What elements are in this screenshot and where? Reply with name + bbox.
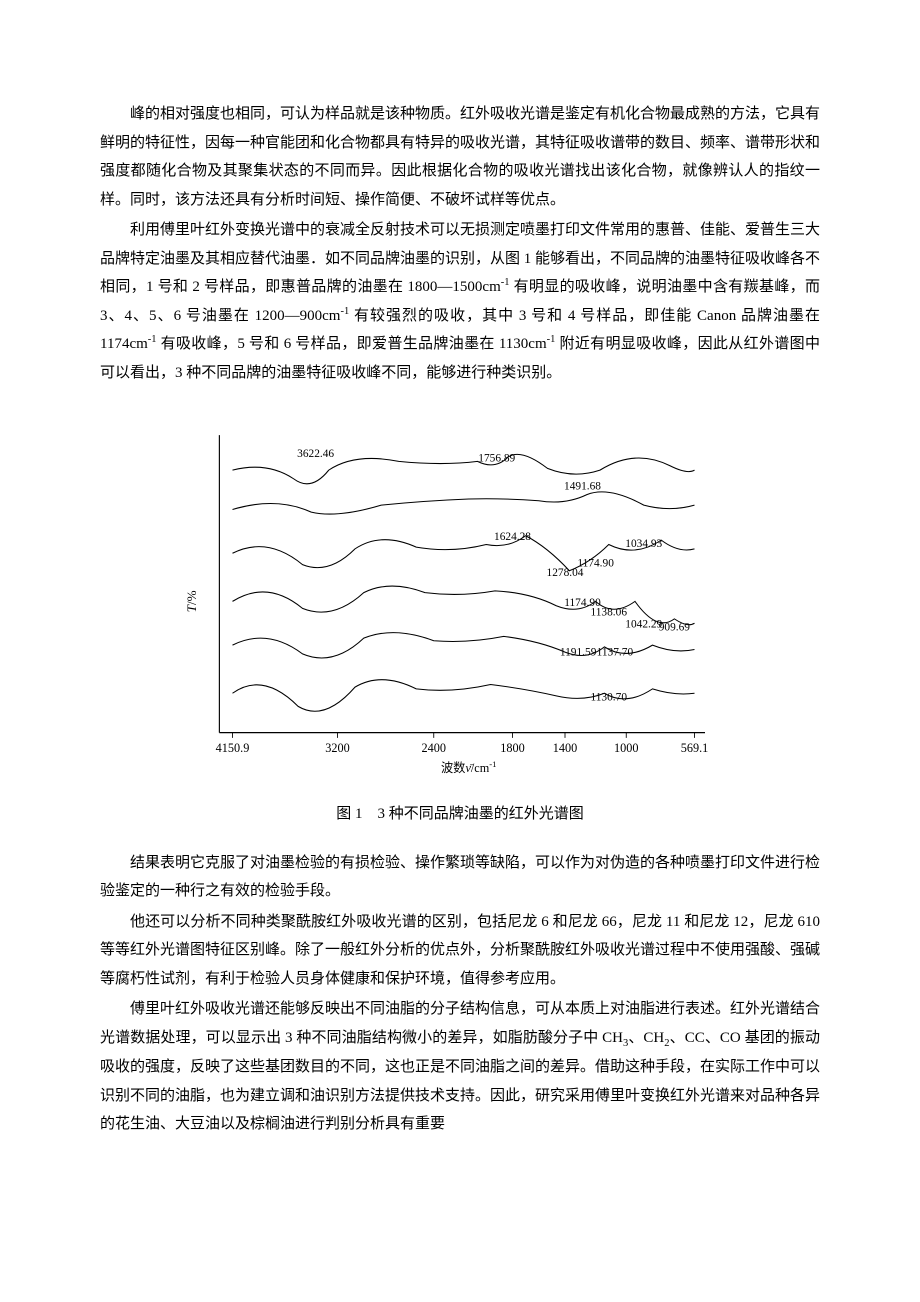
- ir-spectrum-chart: T/% 3622.46 1756.89 1491.68 1624.28 1034.93 1…: [180, 412, 740, 782]
- peak-label: 1130.70: [591, 691, 628, 703]
- sup-minus1-1: -1: [501, 277, 510, 288]
- peak-label: 1137.70: [597, 647, 634, 659]
- svg-text:T/%: T/%: [184, 590, 199, 612]
- peak-label: 1174.90: [577, 557, 614, 569]
- p2-text-d: 有吸收峰，5 号和 6 号样品，即爱普生品牌油墨在 1130cm: [157, 336, 547, 352]
- xtick-label: 3200: [325, 741, 350, 755]
- paragraph-3: 结果表明它克服了对油墨检验的有损检验、操作繁琐等缺陷，可以作为对伪造的各种喷墨打…: [100, 849, 820, 906]
- peak-label: 1138.06: [591, 606, 628, 618]
- xtick-label: 569.1: [681, 741, 709, 755]
- sup-minus1-3: -1: [148, 334, 157, 345]
- paragraph-2: 利用傅里叶红外变换光谱中的衰减全反射技术可以无损测定喷墨打印文件常用的惠普、佳能…: [100, 216, 820, 387]
- paragraph-5: 傅里叶红外吸收光谱还能够反映出不同油脂的分子结构信息，可从本质上对油脂进行表述。…: [100, 995, 820, 1139]
- sup-minus1-2: -1: [340, 306, 349, 317]
- xtick-label: 1000: [614, 741, 639, 755]
- figure-1-caption: 图 1 3 种不同品牌油墨的红外光谱图: [100, 800, 820, 829]
- peak-label: 1624.28: [494, 531, 531, 543]
- xtick-label: 1800: [500, 741, 524, 755]
- svg-text:波数ν̄/cm-1: 波数ν̄/cm-1: [441, 759, 497, 775]
- peak-label: 909.69: [659, 621, 691, 633]
- xtick-label: 2400: [422, 741, 447, 755]
- peak-label: 1191.59: [560, 647, 597, 659]
- p5-text-b: 、CH: [628, 1030, 664, 1046]
- figure-1: T/% 3622.46 1756.89 1491.68 1624.28 1034.93 1…: [100, 412, 820, 782]
- peak-label: 3622.46: [297, 448, 334, 460]
- paragraph-4: 他还可以分析不同种类聚酰胺红外吸收光谱的区别，包括尼龙 6 和尼龙 66，尼龙 …: [100, 908, 820, 994]
- peak-label: 1491.68: [564, 480, 601, 492]
- peak-label: 1756.89: [478, 452, 515, 464]
- peak-label: 1042.29: [625, 619, 662, 631]
- xtick-label: 4150.9: [216, 741, 250, 755]
- xtick-label: 1400: [553, 741, 578, 755]
- paragraph-1: 峰的相对强度也相同，可认为样品就是该种物质。红外吸收光谱是鉴定有机化合物最成熟的…: [100, 100, 820, 214]
- spectrum-curve-2: [233, 492, 695, 514]
- xlabel-prefix: 波数: [441, 760, 466, 775]
- peak-label: 1034.93: [625, 538, 662, 550]
